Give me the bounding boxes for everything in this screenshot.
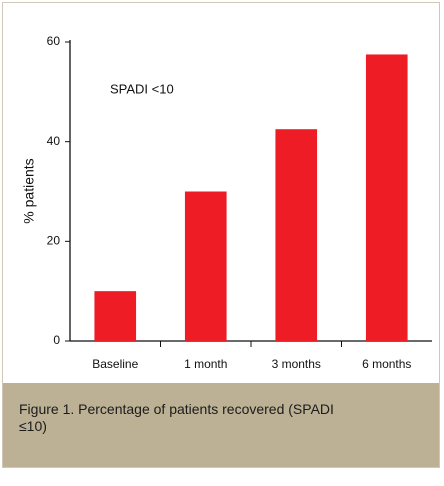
x-tick-label: 1 month [184, 357, 227, 371]
frame [2, 2, 440, 468]
y-tick-label: 0 [53, 333, 60, 347]
x-tick-label: Baseline [92, 357, 138, 371]
y-tick-label: 20 [47, 234, 61, 248]
y-tick-label: 40 [47, 134, 61, 148]
bar [94, 291, 137, 341]
x-tick-label: 6 months [362, 357, 411, 371]
y-tick-label: 60 [47, 34, 61, 48]
bar [365, 54, 408, 341]
caption: Figure 1. Percentage of patients recover… [19, 401, 334, 434]
y-axis-label: % patients [21, 158, 37, 223]
x-tick-label: 3 months [272, 357, 321, 371]
caption-box: Figure 1. Percentage of patients recover… [3, 383, 439, 467]
bar [275, 129, 318, 341]
annotation: SPADI <10 [110, 81, 174, 96]
bar [184, 191, 227, 341]
